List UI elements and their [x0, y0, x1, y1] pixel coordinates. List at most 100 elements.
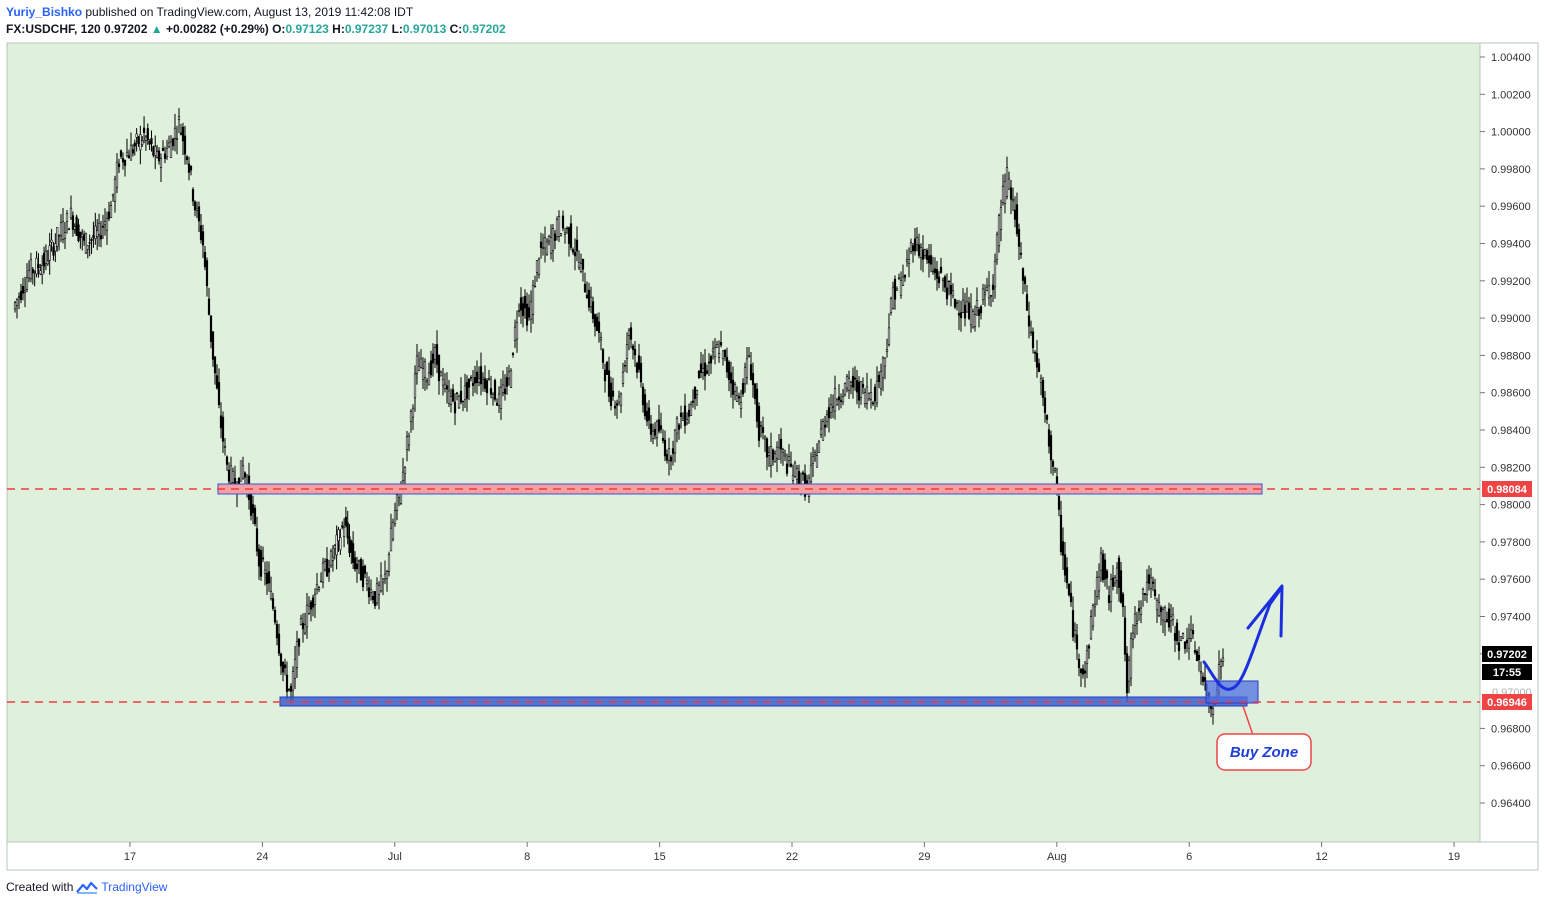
candle-body [717, 353, 721, 358]
x-tick-label: 19 [1448, 851, 1460, 863]
candle-body [581, 258, 585, 270]
y-tick-label: 1.00000 [1491, 127, 1531, 139]
candle-body [519, 297, 523, 311]
candle-body [1157, 602, 1161, 617]
candle-body [1079, 668, 1083, 673]
candle-body [54, 243, 57, 252]
candle-body [291, 671, 295, 691]
y-tick-label: 1.00200 [1491, 89, 1531, 101]
y-tick-label: 0.96600 [1491, 761, 1531, 773]
candle-body [409, 410, 413, 422]
open-label: O: [272, 22, 286, 36]
candle-body [931, 270, 935, 273]
candle-body [473, 377, 477, 384]
candle-body [171, 138, 175, 147]
candle-body [139, 134, 142, 151]
candle-body [44, 250, 48, 264]
candle-body [533, 285, 537, 288]
candle-body [605, 361, 609, 375]
candle-body [317, 587, 321, 590]
candle-body [569, 223, 573, 248]
buy-zone-box[interactable] [1205, 680, 1259, 704]
candle-body [471, 382, 475, 386]
candle-body [1115, 567, 1119, 581]
candle-body [42, 252, 46, 267]
candle-body [1147, 574, 1151, 584]
candle-body [619, 393, 623, 407]
candle-body [903, 274, 907, 278]
candle-body [243, 472, 247, 478]
candle-body [525, 303, 529, 326]
candle-body [1025, 294, 1029, 311]
candle-body [417, 366, 421, 372]
candle-body [983, 292, 987, 295]
candle-body [227, 469, 231, 482]
candle-body [342, 527, 346, 537]
candle-body [765, 438, 769, 458]
candle-body [295, 641, 299, 668]
buy-zone-callout[interactable] [1216, 733, 1312, 771]
last-price: 0.97202 [104, 22, 148, 36]
candle-body [195, 208, 199, 211]
candle-body [755, 388, 759, 422]
candle-body [259, 550, 263, 577]
candle-body [152, 146, 155, 156]
candle-body [919, 247, 923, 258]
candle-body [979, 306, 983, 314]
candle-body [849, 382, 853, 386]
candle-body [285, 674, 289, 692]
candle-body [86, 245, 89, 250]
candle-body [1087, 645, 1091, 649]
candle-body [435, 344, 439, 365]
candle-body [150, 138, 153, 145]
candle-body [88, 242, 91, 244]
candle-body [491, 394, 495, 399]
symbol-label[interactable]: FX:USDCHF, 120 [6, 22, 101, 36]
candle-body [94, 225, 97, 239]
candle-body [617, 396, 621, 403]
candle-body [531, 284, 535, 315]
candle-body [549, 237, 553, 254]
price-axis-panel[interactable] [1479, 42, 1539, 843]
candle-body [725, 356, 729, 373]
candle-body [683, 405, 687, 426]
candle-body [1143, 593, 1147, 595]
candle-body [27, 270, 31, 279]
candle-body [1107, 595, 1111, 604]
tradingview-brand[interactable]: TradingView [101, 880, 168, 894]
y-tick-label: 0.99000 [1491, 313, 1531, 325]
candle-body [483, 378, 487, 389]
candle-body [839, 400, 843, 402]
candle-body [371, 596, 375, 601]
candle-body [301, 622, 305, 630]
candle-body [715, 344, 719, 348]
candle-body [137, 136, 140, 144]
y-tick-label: 0.99600 [1491, 201, 1531, 213]
candle-body [297, 639, 301, 647]
candle-body [877, 374, 881, 383]
candle-body [407, 435, 411, 446]
candle-body [559, 233, 563, 237]
candle-body [1103, 559, 1107, 580]
author-link[interactable]: Yuriy_Bishko [6, 5, 83, 19]
time-axis-panel[interactable] [6, 841, 1539, 871]
candle-body [213, 356, 217, 374]
candle-body [1081, 668, 1085, 675]
candle-body [543, 237, 547, 249]
candle-body [211, 331, 215, 360]
candle-body [927, 255, 931, 264]
candle-body [987, 285, 991, 299]
candle-body [33, 271, 36, 273]
candle-body [99, 235, 103, 240]
candle-body [641, 386, 645, 406]
candle-body [61, 221, 65, 240]
candle-body [575, 239, 579, 252]
support-price-badge [1482, 694, 1532, 710]
publish-info: Yuriy_Bishko published on TradingView.co… [6, 5, 413, 19]
candle-body [329, 550, 333, 566]
candle-body [637, 355, 641, 370]
candle-body [763, 436, 767, 440]
candle-body [1119, 570, 1123, 603]
candle-body [175, 137, 179, 140]
